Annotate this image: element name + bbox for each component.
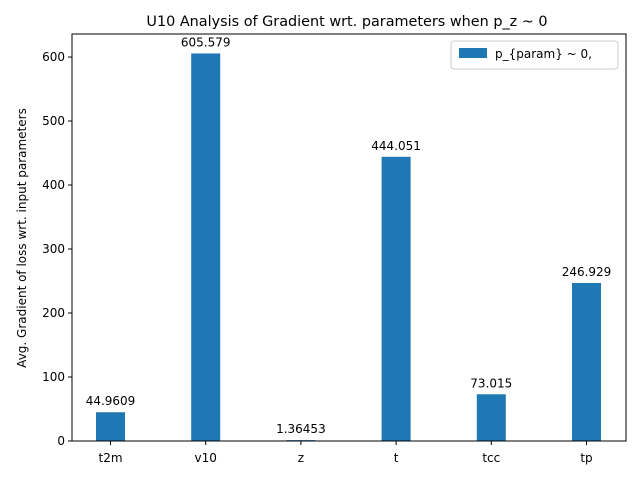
- y-tick-label: 200: [42, 306, 65, 320]
- chart-title: U10 Analysis of Gradient wrt. parameters…: [146, 14, 547, 30]
- legend-label: p_{param} ~ 0,: [495, 47, 592, 61]
- x-tick-label-v10: v10: [195, 451, 217, 465]
- value-label-t2m: 44.9609: [86, 394, 136, 408]
- bar-tp: [572, 282, 601, 441]
- y-axis-label: Avg. Gradient of loss wrt. input paramet…: [15, 108, 29, 368]
- y-tick-label: 300: [42, 242, 65, 256]
- value-label-tp: 246.929: [562, 265, 612, 279]
- value-label-t: 444.051: [371, 139, 421, 153]
- axes-frame: [71, 33, 627, 442]
- legend-swatch: [459, 48, 487, 58]
- legend-frame: [450, 40, 619, 70]
- bar-t: [381, 156, 411, 442]
- value-label-v10: 605.579: [181, 35, 231, 49]
- x-tick-label-z: z: [298, 451, 304, 465]
- y-tick-label: 400: [42, 178, 65, 192]
- value-label-tcc: 73.015: [470, 376, 512, 390]
- legend: p_{param} ~ 0,: [450, 40, 619, 70]
- x-tick-label-t: t: [394, 451, 399, 465]
- x-tick-label-tp: tp: [580, 451, 592, 465]
- x-tick-label-tcc: tcc: [482, 451, 500, 465]
- y-tick-label: 500: [42, 114, 65, 128]
- bar-t2m: [96, 412, 125, 441]
- bar-v10: [191, 53, 221, 441]
- value-label-z: 1.36453: [276, 422, 326, 436]
- y-tick-label: 0: [57, 434, 65, 448]
- bar-tcc: [476, 394, 506, 441]
- y-tick-label: 600: [42, 50, 65, 64]
- plot-area: 0 100 200 300 400 500 600 44.9609 t2m 605.579 v10 1…: [42, 33, 627, 465]
- x-tick-label-t2m: t2m: [98, 451, 122, 465]
- y-tick-label: 100: [42, 370, 65, 384]
